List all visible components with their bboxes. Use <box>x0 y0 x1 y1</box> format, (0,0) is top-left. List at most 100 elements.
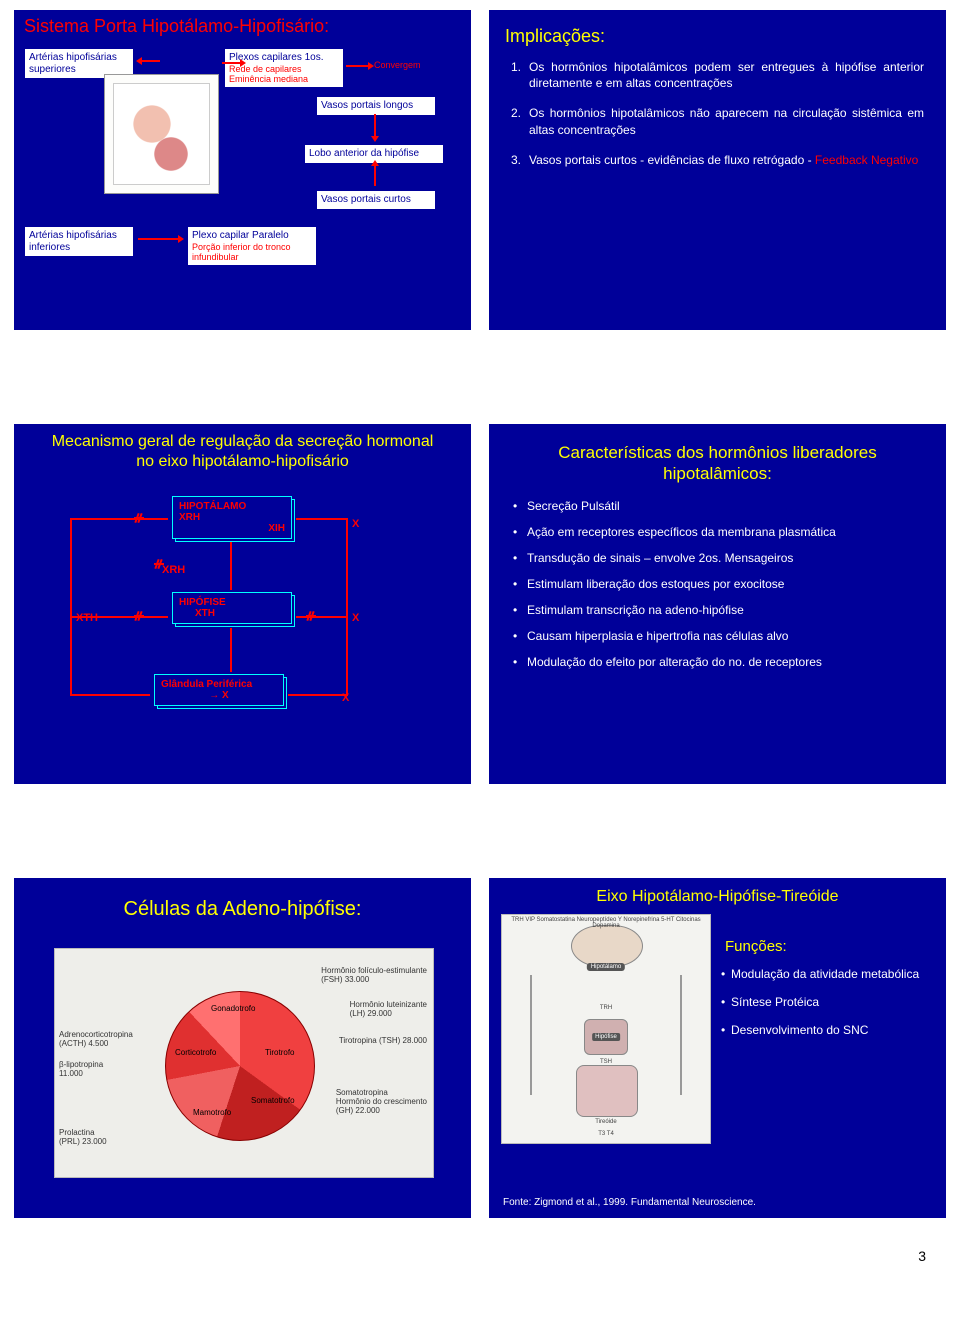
list-item: 3.Vasos portais curtos - evidências de f… <box>511 152 924 168</box>
text: Os hormônios hipotalâmicos podem ser ent… <box>529 60 924 90</box>
text: XTH <box>179 608 285 619</box>
slide-caracteristicas: Características dos hormônios liberadore… <box>489 424 946 784</box>
text: XIH <box>179 523 285 534</box>
text: HIPÓFISE <box>179 597 285 608</box>
convergem-label: Convergem <box>374 60 421 70</box>
pie-figure: Hormônio folículo-estimulante (FSH) 33.0… <box>54 948 434 1178</box>
slide5-title: Células da Adeno-hipófise: <box>14 878 471 931</box>
list-item: 1.Os hormônios hipotalâmicos podem ser e… <box>511 59 924 91</box>
list-item: Causam hiperplasia e hipertrofia nas cél… <box>513 629 922 643</box>
slide-implicacoes: Implicações: 1.Os hormônios hipotalâmico… <box>489 10 946 330</box>
slide1-title: Sistema Porta Hipotálamo-Hipofisário: <box>14 10 471 39</box>
arrow <box>374 162 376 186</box>
slide2-title: Implicações: <box>489 10 946 55</box>
funcoes-block: Funções: Modulação da atividade metabóli… <box>725 938 932 1051</box>
list-item: Modulação do efeito por alteração do no.… <box>513 655 922 669</box>
arrow <box>222 62 244 64</box>
caracteristicas-list: Secreção Pulsátil Ação em receptores esp… <box>489 493 946 687</box>
slide6-title: Eixo Hipotálamo-Hipófise-Tireóide <box>489 878 946 910</box>
line <box>230 628 232 672</box>
fig-line <box>680 975 682 1095</box>
xth-label: XTH <box>76 612 98 624</box>
inhibit-mark <box>306 615 316 617</box>
list-item: Transdução de sinais – envolve 2os. Mens… <box>513 551 922 565</box>
implicacoes-list: 1.Os hormônios hipotalâmicos podem ser e… <box>489 55 946 168</box>
slide-mecanismo: Mecanismo geral de regulação da secreção… <box>14 424 471 784</box>
box-hipofise: HIPÓFISE XTH <box>172 592 292 624</box>
box-glandula: Glândula Periférica → X <box>154 674 284 706</box>
text: Os hormônios hipotalâmicos não aparecem … <box>529 106 924 136</box>
slide-eixo-tireoide: Eixo Hipotálamo-Hipófise-Tireóide TRH VI… <box>489 878 946 1218</box>
fig-top-labels: TRH VIP Somatostatina Neuropeptídeo Y No… <box>506 917 706 929</box>
fig-tsh: TSH <box>600 1059 612 1065</box>
label-fsh: Hormônio folículo-estimulante (FSH) 33.0… <box>321 967 427 985</box>
text: Artérias hipofisárias superiores <box>29 52 117 75</box>
label-tsh: Tirotropina (TSH) 28.000 <box>339 1037 427 1046</box>
anatomy-illustration <box>104 74 219 194</box>
label-blip: β-lipotropina 11.000 <box>59 1061 103 1079</box>
label-som: Somatotrofo <box>251 1097 295 1106</box>
source-citation: Fonte: Zigmond et al., 1999. Fundamental… <box>503 1197 756 1208</box>
funcoes-title: Funções: <box>725 938 932 955</box>
box-hipotalamo: HIPOTÁLAMO XRH XIH <box>172 496 292 539</box>
label-prl: Prolactina (PRL) 23.000 <box>59 1129 107 1147</box>
fig-t3t4: T3 T4 <box>598 1131 614 1137</box>
text: Artérias hipofisárias inferiores <box>29 230 117 253</box>
fig-hipofise: Hipófise <box>592 1033 620 1041</box>
text-red: Feedback Negativo <box>815 153 918 167</box>
fig-trh: TRH <box>600 1005 612 1011</box>
fig-hipotalamo: Hipotálamo <box>587 963 625 971</box>
list-item: Estimulam transcrição na adeno-hipófise <box>513 603 922 617</box>
subtext: Eminência mediana <box>229 74 339 84</box>
label-cort: Corticotrofo <box>175 1049 216 1058</box>
feedback-line <box>296 518 346 520</box>
slide4-title: Características dos hormônios liberadore… <box>489 424 946 493</box>
arrow <box>138 238 182 240</box>
arrow <box>374 114 376 140</box>
arrow <box>138 60 160 62</box>
page-number: 3 <box>14 1218 946 1264</box>
list-item: Estimulam liberação dos estoques por exo… <box>513 577 922 591</box>
text: Vasos portais curtos <box>321 194 411 205</box>
box-plexos-capilares: Plexos capilares 1os. Rede de capilares … <box>224 48 344 88</box>
feedback-line <box>288 694 346 696</box>
box-plexo-paralelo: Plexo capilar Paralelo Porção inferior d… <box>187 226 317 266</box>
inhibit-mark <box>134 615 144 617</box>
text: Vasos portais curtos - evidências de flu… <box>529 153 815 167</box>
feedback-line <box>70 518 168 520</box>
label-gon: Gonadotrofo <box>211 1005 255 1014</box>
axis-figure: TRH VIP Somatostatina Neuropeptídeo Y No… <box>501 914 711 1144</box>
list-item: Desenvolvimento do SNC <box>725 1023 932 1037</box>
inhibit-mark <box>154 563 164 565</box>
text: Vasos portais longos <box>321 100 413 111</box>
fig-tireoide: Tireóide <box>595 1119 616 1125</box>
feedback-line <box>70 616 168 618</box>
text: Glândula Periférica <box>161 679 277 690</box>
slide-sistema-porta: Sistema Porta Hipotálamo-Hipofisário: Ar… <box>14 10 471 330</box>
fig-line <box>530 975 532 1095</box>
list-item: Secreção Pulsátil <box>513 499 922 513</box>
label-gh: Somatotropina Hormônio do crescimento (G… <box>336 1089 427 1115</box>
feedback-line <box>346 518 348 696</box>
text: XRH <box>179 512 285 523</box>
feedback-line <box>296 616 346 618</box>
list-item: 2.Os hormônios hipotalâmicos não aparece… <box>511 105 924 137</box>
box-arterias-inferiores: Artérias hipofisárias inferiores <box>24 226 134 257</box>
arrow <box>346 65 372 67</box>
slide-celulas-adeno: Células da Adeno-hipófise: Hormônio folí… <box>14 878 471 1218</box>
label-acth: Adrenocorticotropina (ACTH) 4.500 <box>59 1031 133 1049</box>
list-item: Modulação da atividade metabólica <box>725 967 932 981</box>
x-label: X <box>352 612 359 624</box>
feedback-line <box>70 694 150 696</box>
xrh-label: XRH <box>162 564 185 576</box>
text: → X <box>161 690 277 701</box>
list-item: Ação em receptores específicos da membra… <box>513 525 922 539</box>
line <box>230 542 232 590</box>
x-label: X <box>352 518 359 530</box>
text: Lobo anterior da hipófise <box>309 148 419 159</box>
box-vasos-curtos: Vasos portais curtos <box>316 190 436 210</box>
feedback-line <box>70 518 72 694</box>
text: HIPOTÁLAMO <box>179 501 285 512</box>
slide3-title: Mecanismo geral de regulação da secreção… <box>14 424 471 476</box>
list-item: Síntese Protéica <box>725 995 932 1009</box>
